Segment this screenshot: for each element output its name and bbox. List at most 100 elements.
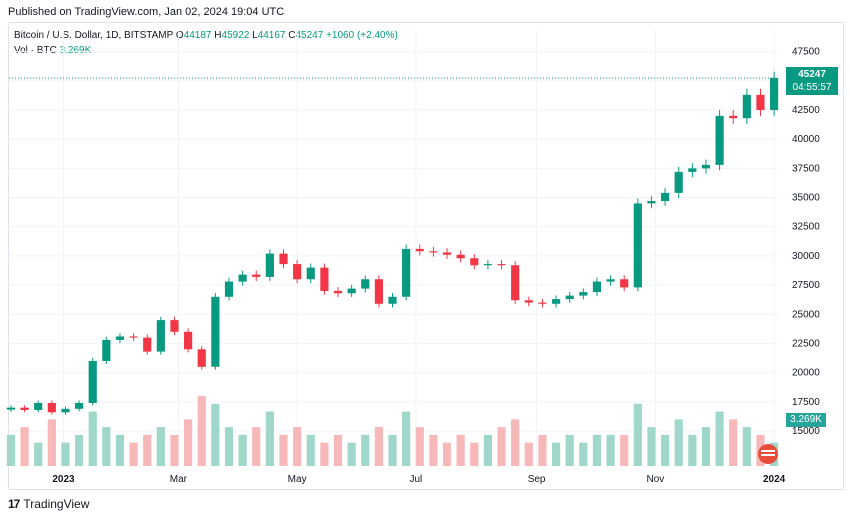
x-tick-label: May (288, 474, 307, 485)
volume-bar (579, 442, 588, 466)
candle-body (770, 77, 779, 111)
volume-bar (551, 442, 561, 466)
candle-body (47, 402, 56, 413)
candle-body (184, 331, 193, 350)
candle-body (129, 336, 138, 338)
close-value: 45247 (295, 30, 324, 41)
high-label: H (214, 30, 222, 41)
y-tick-label: 37500 (792, 163, 820, 174)
volume-bar (456, 434, 465, 466)
volume-bar (170, 434, 179, 466)
volume-bar (333, 434, 343, 466)
open-label: O (175, 30, 184, 41)
low-label: L (252, 30, 258, 41)
candle-body (333, 290, 343, 294)
volume-label: Vol · BTC (14, 45, 57, 56)
candle-body (115, 336, 125, 340)
volume-bar (592, 434, 602, 466)
candle-body (470, 258, 479, 266)
volume-bar (633, 403, 642, 466)
x-tick-label: 2023 (52, 474, 75, 485)
volume-bar (647, 427, 656, 466)
volume-bar (701, 427, 711, 466)
volume-bar (620, 434, 629, 466)
volume-bar (429, 434, 438, 466)
volume-bar (538, 434, 547, 466)
candle-body (483, 264, 493, 266)
y-tick-label: 40000 (792, 134, 820, 145)
volume-bar (524, 442, 533, 466)
candle-body (633, 203, 642, 288)
candle-body (715, 115, 724, 165)
candle-body (265, 253, 274, 277)
x-tick-label: Jul (409, 474, 422, 485)
x-tick-label: 2024 (763, 474, 786, 485)
volume-bar (47, 419, 56, 466)
volume-bar (252, 427, 261, 466)
candle-body (170, 320, 179, 332)
candle-body (320, 267, 329, 291)
volume-bar (374, 427, 383, 466)
candle-body (538, 302, 547, 304)
volume-bar (347, 442, 356, 466)
change-value: +1060 (+2.40%) (326, 30, 398, 41)
volume-bar (20, 427, 29, 466)
volume-bar (184, 419, 193, 466)
candle-body (224, 281, 234, 297)
candle-body (211, 296, 220, 367)
candle-body (20, 407, 29, 410)
y-tick-label: 17500 (792, 397, 820, 408)
candle-body (729, 115, 738, 119)
brand-name: TradingView (23, 497, 90, 511)
volume-bar (156, 427, 165, 466)
candle-body (74, 402, 84, 409)
candle-body (497, 264, 506, 266)
candle-body (279, 253, 288, 265)
volume-bar (74, 434, 84, 466)
candle-body (156, 320, 165, 352)
candle-body (660, 192, 670, 202)
candle-body (61, 408, 70, 413)
volume-bar (415, 427, 424, 466)
volume-bar (565, 434, 574, 466)
candle-body (293, 264, 302, 280)
candle-body (6, 407, 16, 410)
us-flag-icon[interactable] (758, 444, 778, 464)
y-tick-label: 47500 (792, 47, 820, 58)
volume-value: 3.269K (59, 45, 92, 56)
low-value: 44167 (257, 30, 286, 41)
volume-bar (306, 434, 315, 466)
last-price: 45247 (798, 69, 826, 80)
volume-bar (102, 427, 111, 466)
volume-bar (143, 434, 152, 466)
volume-bar (497, 427, 506, 466)
volume-bar (470, 442, 479, 466)
y-tick-label: 20000 (792, 368, 820, 379)
candle-body (579, 292, 588, 296)
candle-body (374, 279, 383, 304)
published-line: Published on TradingView.com, Jan 02, 20… (8, 6, 285, 18)
candle-body (306, 267, 315, 280)
candle-body (143, 337, 152, 352)
volume-bar (729, 419, 738, 466)
candle-body (647, 201, 656, 204)
tradingview-brand[interactable]: 17 TradingView (8, 497, 89, 511)
last-price-tag: 45247 04:55:57 (786, 67, 838, 95)
candle-body (551, 299, 561, 304)
y-tick-label: 30000 (792, 251, 820, 262)
y-tick-label: 22500 (792, 338, 820, 349)
open-value: 44187 (183, 30, 212, 41)
candle-body (674, 171, 683, 193)
x-tick-label: Sep (528, 474, 546, 485)
close-label: C (288, 30, 296, 41)
x-tick-label: Nov (646, 474, 664, 485)
candle-body (511, 265, 520, 301)
volume-bar (511, 419, 520, 466)
chart-frame (8, 22, 844, 490)
tradingview-logo-icon: 17 (8, 497, 20, 511)
volume-bar (293, 427, 302, 466)
y-tick-label: 25000 (792, 309, 820, 320)
candle-body (88, 360, 97, 403)
y-tick-label: 35000 (792, 193, 820, 204)
